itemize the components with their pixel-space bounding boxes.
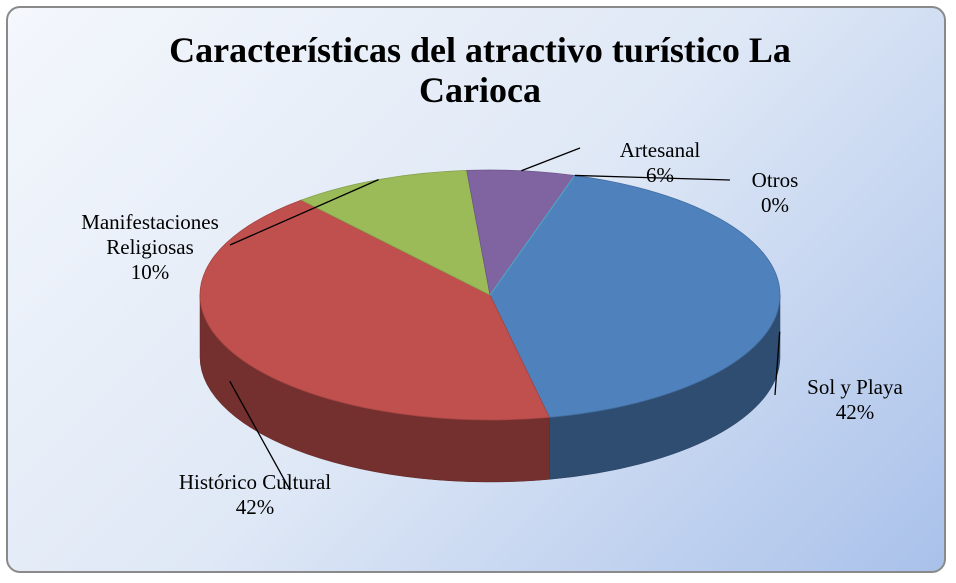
- leader-line: [774, 331, 781, 396]
- pie: [199, 169, 781, 483]
- pie-slice: [489, 175, 781, 418]
- value-label: 42%: [235, 495, 275, 519]
- data-label: Manifestaciones Religiosas 10%: [70, 210, 230, 285]
- value-label: 10%: [130, 260, 170, 284]
- category-label: Histórico Cultural: [178, 470, 332, 494]
- pie-slice: [489, 175, 576, 296]
- data-label: Artesanal 6%: [575, 138, 745, 188]
- pie-slice: [199, 199, 550, 421]
- value-label: 0%: [761, 193, 789, 217]
- data-label: Otros 0%: [690, 168, 860, 218]
- leader-line: [521, 147, 581, 172]
- category-label: Sol y Playa: [807, 375, 903, 399]
- category-label: Manifestaciones Religiosas: [81, 210, 219, 259]
- leader-line: [229, 179, 379, 246]
- data-label: Sol y Playa 42%: [770, 375, 940, 425]
- category-label: Otros: [751, 168, 799, 192]
- value-label: 6%: [646, 163, 674, 187]
- data-label: Histórico Cultural 42%: [170, 470, 340, 520]
- chart-title: Características del atractivo turístico …: [169, 30, 791, 110]
- value-label: 42%: [835, 400, 875, 424]
- pie-slice: [300, 169, 491, 296]
- leader-line: [574, 174, 731, 181]
- category-label: Artesanal: [619, 138, 701, 162]
- leader-line: [229, 380, 291, 491]
